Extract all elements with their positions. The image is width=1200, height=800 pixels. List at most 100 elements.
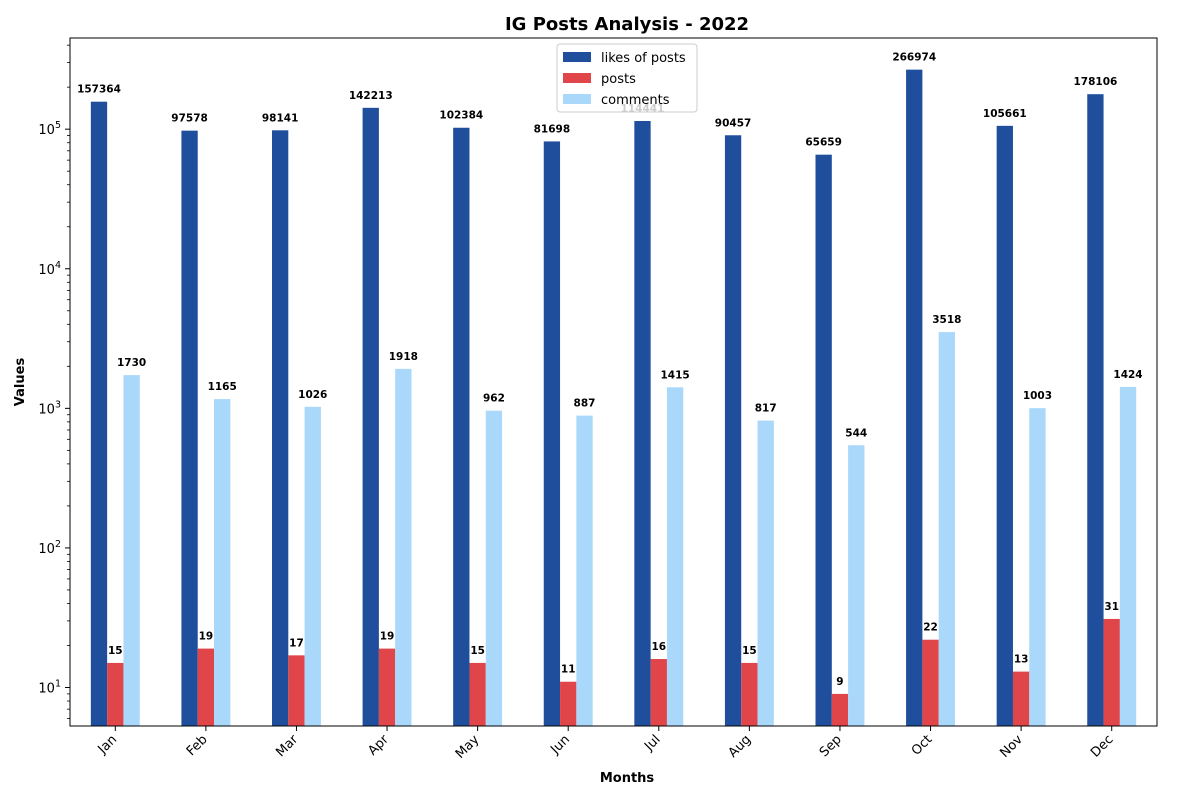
data-label: 1003 (1023, 390, 1052, 402)
bar (757, 420, 774, 726)
data-label: 3518 (932, 314, 961, 326)
bar (741, 662, 758, 726)
data-label: 31 (1104, 601, 1119, 613)
y-tick-label: 104 (38, 260, 61, 278)
y-tick-label: 105 (38, 120, 61, 138)
legend: likes of posts posts comments (556, 43, 698, 113)
y-tick-exponent: 5 (55, 120, 61, 131)
bar (272, 130, 289, 727)
data-label: 98141 (262, 112, 299, 124)
legend-swatch (563, 73, 591, 83)
data-label: 178106 (1073, 76, 1117, 88)
y-tick-base: 10 (38, 682, 55, 697)
bar (1029, 408, 1046, 726)
data-label: 90457 (715, 117, 752, 129)
data-label: 81698 (534, 123, 571, 135)
data-label: 11 (561, 664, 576, 676)
bar (453, 127, 470, 726)
legend-label: likes of posts (601, 51, 686, 66)
bar (1103, 618, 1120, 726)
bar (996, 125, 1013, 726)
bar (543, 141, 561, 727)
bars-layer (90, 69, 1137, 727)
y-tick-base: 10 (38, 123, 55, 138)
bar (831, 693, 849, 726)
data-label: 817 (755, 403, 777, 415)
bar (362, 107, 379, 726)
bar (288, 655, 305, 726)
bar (1119, 386, 1137, 726)
bar (1087, 94, 1104, 726)
data-label: 142213 (349, 90, 393, 102)
x-axis-label: Months (600, 771, 655, 786)
bar (469, 662, 486, 726)
plot-frame (69, 37, 1158, 727)
y-tick-base: 10 (38, 402, 55, 417)
data-label: 22 (923, 622, 938, 634)
legend-swatch (563, 52, 591, 62)
y-tick-exponent: 1 (55, 679, 61, 690)
data-label: 544 (845, 427, 867, 439)
bar (922, 639, 939, 726)
bar (197, 648, 215, 726)
y-tick-exponent: 2 (55, 539, 61, 550)
bar (90, 101, 108, 726)
data-label: 15 (470, 645, 485, 657)
bar (724, 135, 742, 727)
y-tick-label: 101 (38, 679, 61, 697)
data-label: 266974 (892, 52, 936, 64)
data-label: 962 (483, 393, 505, 405)
data-label: 19 (199, 631, 214, 643)
bar (938, 332, 955, 726)
bar (214, 399, 231, 726)
data-label: 16 (651, 641, 666, 653)
data-label: 65659 (805, 137, 842, 149)
data-label: 887 (574, 398, 596, 410)
y-tick-base: 10 (38, 542, 55, 557)
y-tick-label: 102 (38, 539, 61, 557)
bar (650, 659, 667, 726)
data-label: 1424 (1113, 369, 1142, 381)
legend-label: posts (601, 72, 636, 87)
bar (378, 648, 396, 726)
bar (304, 406, 321, 726)
bar (181, 130, 198, 726)
chart-title: IG Posts Analysis - 2022 (505, 14, 749, 35)
bar (395, 368, 412, 726)
y-tick-label: 103 (38, 399, 61, 417)
bar (107, 662, 124, 726)
data-label: 15 (108, 645, 123, 657)
bar (576, 415, 593, 726)
y-tick-exponent: 4 (55, 260, 61, 271)
data-label: 15 (742, 645, 757, 657)
data-label: 157364 (77, 84, 121, 96)
data-label: 9 (836, 676, 843, 688)
bar (815, 154, 832, 727)
bar (560, 681, 577, 726)
bar (1012, 671, 1030, 726)
data-label: 1165 (208, 381, 237, 393)
data-label: 105661 (983, 108, 1027, 120)
data-label: 19 (380, 631, 395, 643)
y-axis-label: Values (13, 358, 28, 407)
bar (634, 121, 651, 727)
legend-box (556, 43, 698, 113)
y-tick-base: 10 (38, 263, 55, 278)
data-label: 1415 (660, 369, 689, 381)
data-label: 1026 (298, 389, 327, 401)
data-label: 1730 (117, 357, 146, 369)
legend-swatch (563, 94, 591, 104)
legend-label: comments (601, 93, 670, 108)
bar (123, 375, 140, 726)
bar (485, 410, 503, 726)
bar (848, 445, 865, 726)
bar (666, 387, 684, 726)
data-label: 13 (1014, 654, 1029, 666)
data-label: 102384 (439, 110, 483, 122)
bar (906, 69, 923, 727)
data-label: 97578 (171, 113, 208, 125)
data-label: 1918 (389, 351, 418, 363)
y-tick-exponent: 3 (55, 399, 61, 410)
